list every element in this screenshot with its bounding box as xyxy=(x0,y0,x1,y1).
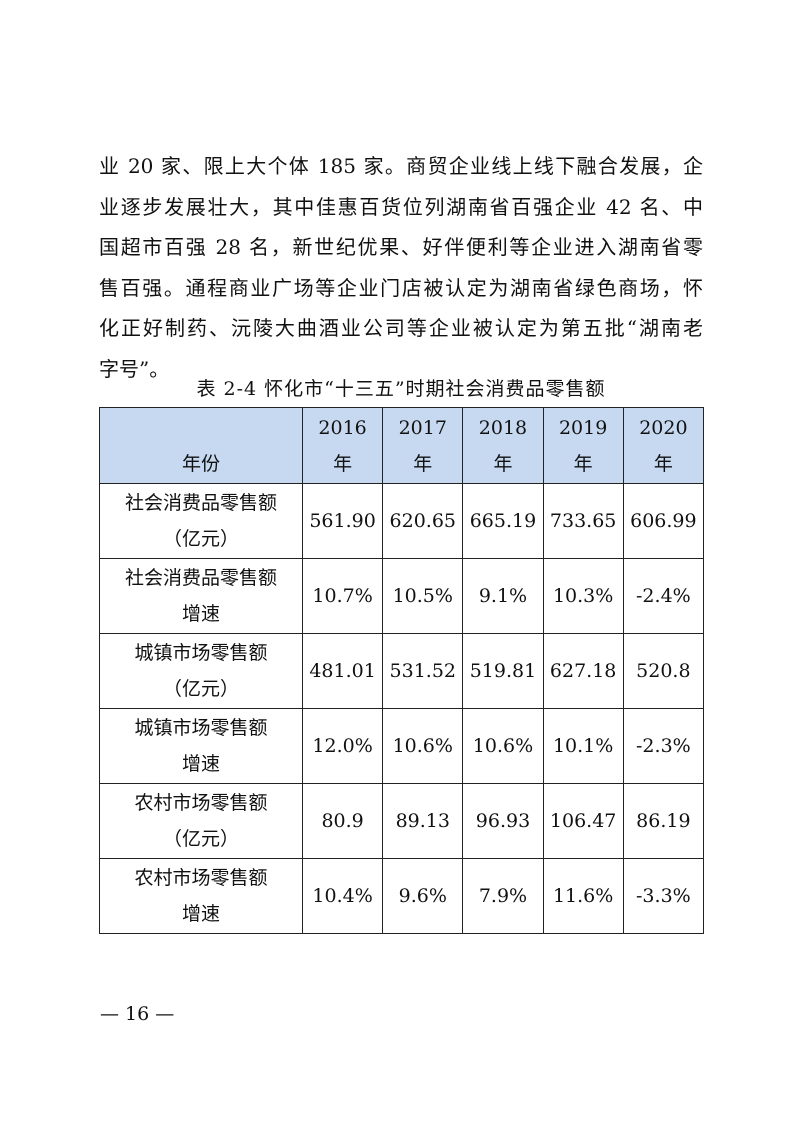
value-cell: 11.6% xyxy=(542,858,624,934)
paragraph-line: 售百强。通程商业广场等企业门店被认定为湖南省绿色商场，怀 xyxy=(99,275,703,300)
table-row: 农村市场零售额 增速 10.4% 9.6% 7.9% 11.6% -3.3% xyxy=(99,858,705,934)
row-label-cell: 农村市场零售额 （亿元） xyxy=(99,783,303,859)
value-cell: 10.1% xyxy=(542,708,624,784)
paragraph-line: 业逐步发展壮大，其中佳惠百货位列湖南省百强企业 42 名、中 xyxy=(99,194,703,219)
row-label-cell: 农村市场零售额 增速 xyxy=(99,858,303,934)
value-cell: -2.4% xyxy=(622,558,705,634)
value-cell: 665.19 xyxy=(462,483,544,559)
value-cell: 10.5% xyxy=(382,558,464,634)
value-cell: 7.9% xyxy=(462,858,544,934)
value-cell: -2.3% xyxy=(622,708,705,784)
value-cell: 80.9 xyxy=(301,783,384,859)
table-header-row: 年份 2016 年 2017 年 2018 年 2019 年 2020 年 xyxy=(99,407,705,484)
value-cell: 12.0% xyxy=(301,708,384,784)
header-year-cell: 2019 年 xyxy=(542,407,624,484)
value-cell: 520.8 xyxy=(622,633,705,709)
header-corner-cell: 年份 xyxy=(99,407,303,484)
value-cell: 10.6% xyxy=(382,708,464,784)
value-cell: 106.47 xyxy=(542,783,624,859)
value-cell: 96.93 xyxy=(462,783,544,859)
row-label-cell: 社会消费品零售额 增速 xyxy=(99,558,303,634)
table-row: 城镇市场零售额 （亿元） 481.01 531.52 519.81 627.18 520.8 xyxy=(99,633,705,709)
value-cell: 531.52 xyxy=(382,633,464,709)
paragraph-line: 业 20 家、限上大个体 185 家。商贸企业线上线下融合发展，企 xyxy=(99,154,703,178)
value-cell: 733.65 xyxy=(542,483,624,559)
value-cell: 86.19 xyxy=(622,783,705,859)
table-row: 城镇市场零售额 增速 12.0% 10.6% 10.6% 10.1% -2.3% xyxy=(99,708,705,784)
value-cell: 561.90 xyxy=(301,483,384,559)
table-row: 社会消费品零售额 （亿元） 561.90 620.65 665.19 733.65 606.… xyxy=(99,483,705,559)
table-caption: 表 2-4 怀化市“十三五”时期社会消费品零售额 xyxy=(196,378,606,400)
paragraph-line: 化正好制药、沅陵大曲酒业公司等企业被认定为第五批“湖南老 xyxy=(99,316,703,340)
header-year-cell: 2020 年 xyxy=(622,407,705,484)
row-label-cell: 城镇市场零售额 （亿元） xyxy=(99,633,303,709)
body-paragraph: 业 20 家、限上大个体 185 家。商贸企业线上线下融合发展，企 业逐步发展壮… xyxy=(99,146,703,389)
row-label-cell: 城镇市场零售额 增速 xyxy=(99,708,303,784)
table-row: 社会消费品零售额 增速 10.7% 10.5% 9.1% 10.3% -2.4% xyxy=(99,558,705,634)
value-cell: 481.01 xyxy=(301,633,384,709)
value-cell: 10.7% xyxy=(301,558,384,634)
table-row: 农村市场零售额 （亿元） 80.9 89.13 96.93 106.47 86.19 xyxy=(99,783,705,859)
paragraph-line: 国超市百强 28 名，新世纪优果、好伴便利等企业进入湖南省零 xyxy=(99,235,703,259)
paragraph-line: 字号”。 xyxy=(99,356,170,381)
retail-sales-table: 年份 2016 年 2017 年 2018 年 2019 年 2020 年 社会消费品零售… xyxy=(99,407,705,934)
header-year-cell: 2018 年 xyxy=(462,407,544,484)
header-year-cell: 2017 年 xyxy=(382,407,464,484)
value-cell: 519.81 xyxy=(462,633,544,709)
value-cell: 10.3% xyxy=(542,558,624,634)
value-cell: 10.4% xyxy=(301,858,384,934)
value-cell: 9.1% xyxy=(462,558,544,634)
value-cell: 627.18 xyxy=(542,633,624,709)
value-cell: 606.99 xyxy=(622,483,705,559)
value-cell: 89.13 xyxy=(382,783,464,859)
page-number: — 16 — xyxy=(100,1003,175,1025)
value-cell: 9.6% xyxy=(382,858,464,934)
row-label-cell: 社会消费品零售额 （亿元） xyxy=(99,483,303,559)
value-cell: 620.65 xyxy=(382,483,464,559)
value-cell: -3.3% xyxy=(622,858,705,934)
value-cell: 10.6% xyxy=(462,708,544,784)
header-year-cell: 2016 年 xyxy=(301,407,384,484)
